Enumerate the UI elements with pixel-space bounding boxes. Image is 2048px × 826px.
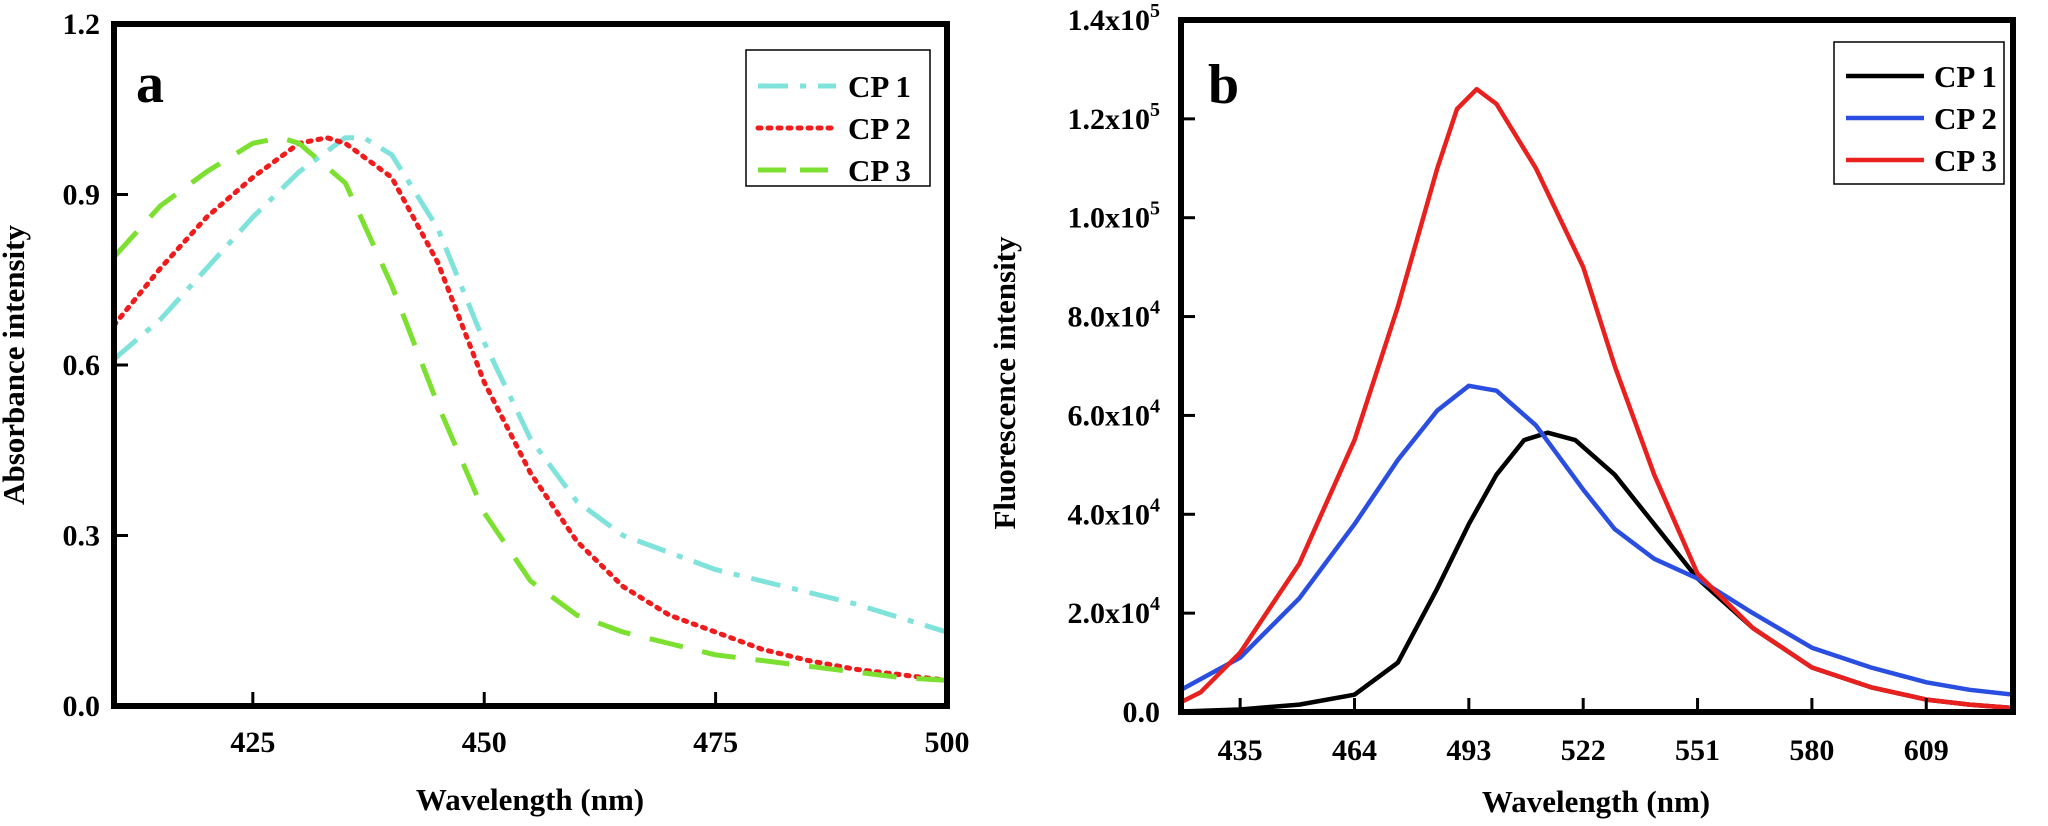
panel-a-y-tick-label: 0.6 xyxy=(63,349,101,382)
panel-b-x-tick-label: 493 xyxy=(1446,734,1491,767)
panel-b-legend-label-3: CP 3 xyxy=(1934,143,1997,178)
panel-b-plot-frame xyxy=(1178,17,2016,715)
panel-b-series-line-1 xyxy=(1181,430,2013,712)
panel-a-legend-label-2: CP 2 xyxy=(848,111,911,146)
panel-a-x-tick-label: 425 xyxy=(230,726,275,759)
panel-b-y-tick-label: 1.0x105 xyxy=(1068,198,1161,235)
panel-a-y-tick-label: 0.0 xyxy=(63,690,101,723)
panel-b-y-tick-label: 2.0x104 xyxy=(1068,593,1161,630)
panel-b-x-tick-label: 522 xyxy=(1561,734,1606,767)
panel-b-letter: b xyxy=(1208,54,1239,116)
panel-a-legend-box xyxy=(745,49,931,187)
panel-a-series-line-2 xyxy=(114,135,947,683)
panel-b-ticks: 435 464 493 522 551 580 609 0.0 2.0x104 4.0x104 6.… xyxy=(1068,0,1949,767)
panel-b-y-tick-label: 8.0x104 xyxy=(1068,297,1161,334)
panel-b-y-tick-label: 1.2x105 xyxy=(1068,99,1161,136)
panel-a-x-tick-label: 500 xyxy=(925,726,970,759)
panel-b-x-axis-title: Wavelength (nm) xyxy=(1482,784,1710,819)
panel-b-x-tick-label: 580 xyxy=(1789,734,1834,767)
panel-b-legend: CP 1 CP 2 CP 3 xyxy=(1833,41,2005,185)
panel-a-letter: a xyxy=(136,53,164,115)
panel-b-y-tick-label: 4.0x104 xyxy=(1068,494,1161,531)
panel-a-y-tick-label: 1.2 xyxy=(63,8,101,41)
panel-b-x-tick-label: 551 xyxy=(1675,734,1720,767)
panel-a-legend-label-1: CP 1 xyxy=(848,69,911,104)
panel-b: 435 464 493 522 551 580 609 0.0 2.0x104 4.0x104 6.… xyxy=(987,0,2016,819)
panel-a-legend: CP 1 CP 2 CP 3 xyxy=(745,49,931,188)
panel-b-y-tick-label: 0.0 xyxy=(1123,696,1161,729)
panel-b-series-line-2 xyxy=(1181,383,2013,697)
panel-b-y-tick-label: 6.0x104 xyxy=(1068,395,1161,432)
panel-b-x-tick-label: 435 xyxy=(1218,734,1263,767)
panel-b-y-axis-title: Fluorescence intensity xyxy=(987,236,1022,530)
panel-a-x-tick-label: 450 xyxy=(462,726,507,759)
panel-a-y-tick-label: 0.3 xyxy=(63,520,101,553)
panel-a-legend-label-3: CP 3 xyxy=(848,153,911,188)
panel-b-x-tick-label: 609 xyxy=(1904,734,1949,767)
panel-b-legend-label-2: CP 2 xyxy=(1934,101,1997,136)
panel-a-x-tick-label: 475 xyxy=(693,726,738,759)
panel-a-series-line-3 xyxy=(114,135,947,683)
panel-a-series-line-1 xyxy=(114,135,947,635)
panel-a-x-axis-title: Wavelength (nm) xyxy=(416,782,644,817)
panel-a-y-axis-title: Absorbance intensity xyxy=(0,225,31,505)
panel-b-x-tick-label: 464 xyxy=(1332,734,1377,767)
panel-b-y-tick-label: 1.4x105 xyxy=(1068,0,1161,37)
panel-a-ticks: 425 450 475 500 0.0 0.3 0.6 0.9 1.2 xyxy=(63,8,970,759)
panel-b-series-group xyxy=(1181,86,2013,712)
panel-a-y-tick-label: 0.9 xyxy=(63,179,101,212)
panel-a-series-group xyxy=(114,135,947,683)
panel-a: 425 450 475 500 0.0 0.3 0.6 0.9 1.2 a Wavelength… xyxy=(0,8,970,817)
panel-b-series-line-3 xyxy=(1181,86,2013,711)
panel-b-legend-label-1: CP 1 xyxy=(1934,59,1997,94)
